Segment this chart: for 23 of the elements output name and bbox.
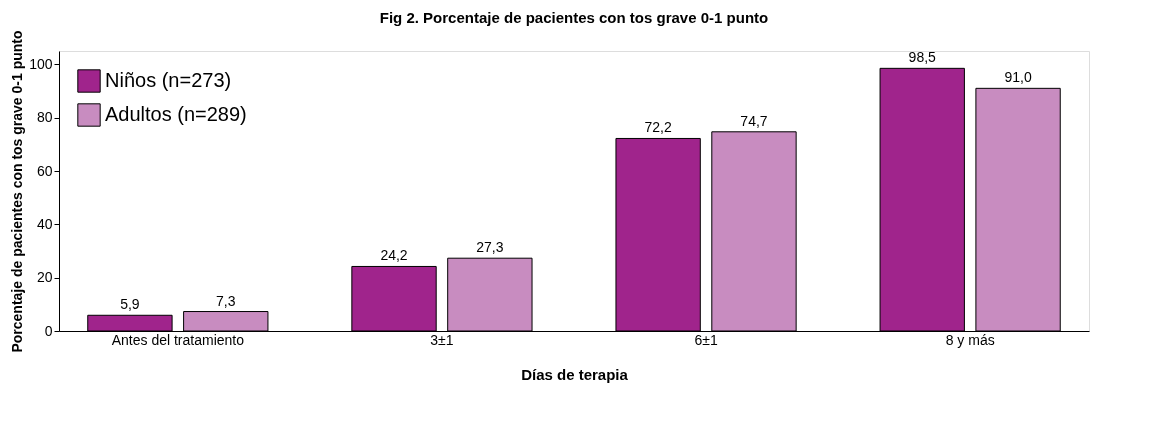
data-label: 98,5 — [908, 49, 937, 66]
legend-label: Adultos (n=289) — [105, 103, 247, 125]
y-axis-title: Porcentaje de pacientes con tos grave 0-1 punto — [9, 30, 26, 353]
data-label: 7,3 — [216, 292, 236, 309]
chart-title: Fig 2. Porcentaje de pacientes con tos grave 0-1 punto — [379, 8, 769, 26]
y-tick-label: 80 — [36, 109, 53, 126]
x-tick-label: 6±1 — [694, 331, 718, 348]
y-tick-label: 100 — [29, 55, 53, 72]
x-tick-label: 3±1 — [430, 331, 454, 348]
data-label: 5,9 — [120, 296, 140, 313]
data-label: 24,2 — [380, 247, 408, 264]
x-tick-label: 8 y más — [945, 331, 995, 348]
data-label: 72,2 — [644, 119, 672, 136]
y-tick-label: 60 — [36, 162, 53, 179]
data-label: 74,7 — [740, 112, 768, 129]
x-tick-label: Antes del tratamiento — [111, 331, 245, 348]
y-tick-label: 0 — [44, 322, 53, 339]
y-tick-label: 40 — [36, 215, 53, 232]
y-tick-label: 20 — [36, 269, 53, 286]
data-label: 91,0 — [1004, 69, 1032, 86]
x-axis-title: Días de terapia — [521, 365, 629, 383]
data-label: 27,3 — [476, 239, 504, 256]
legend-label: Niños (n=273) — [105, 69, 232, 91]
